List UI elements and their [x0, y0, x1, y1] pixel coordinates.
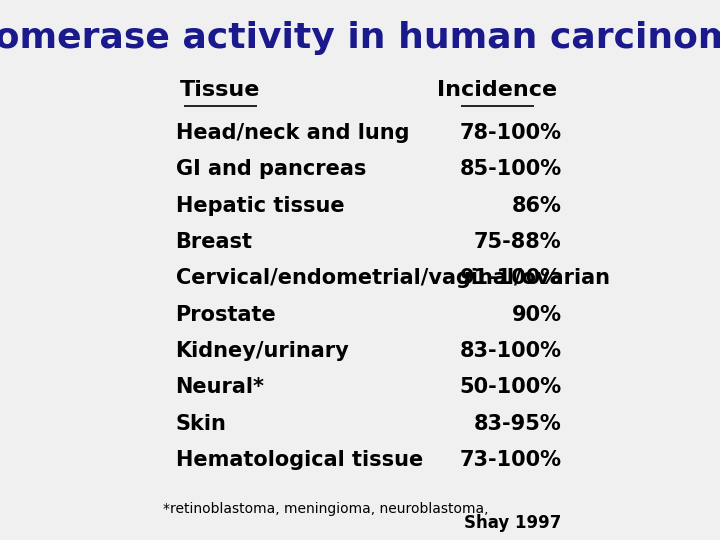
Text: Hepatic tissue: Hepatic tissue [176, 195, 344, 215]
Text: Tissue: Tissue [181, 80, 261, 100]
Text: Cervical/endometrial/vaginal/ovarian: Cervical/endometrial/vaginal/ovarian [176, 268, 610, 288]
Text: 91-100%: 91-100% [459, 268, 562, 288]
Text: 73-100%: 73-100% [459, 450, 562, 470]
Text: Head/neck and lung: Head/neck and lung [176, 123, 409, 143]
Text: *retinoblastoma, meningioma, neuroblastoma,: *retinoblastoma, meningioma, neuroblasto… [163, 502, 488, 516]
Text: GI and pancreas: GI and pancreas [176, 159, 366, 179]
Text: Prostate: Prostate [176, 305, 276, 325]
Text: 86%: 86% [512, 195, 562, 215]
Text: Telomerase activity in human carcinomas: Telomerase activity in human carcinomas [0, 22, 720, 56]
Text: Shay 1997: Shay 1997 [464, 514, 562, 532]
Text: 83-95%: 83-95% [474, 414, 562, 434]
Text: Neural*: Neural* [176, 377, 264, 397]
Text: 90%: 90% [512, 305, 562, 325]
Text: 85-100%: 85-100% [459, 159, 562, 179]
Text: 50-100%: 50-100% [459, 377, 562, 397]
Text: Incidence: Incidence [437, 80, 557, 100]
Text: Breast: Breast [176, 232, 253, 252]
Text: Hematological tissue: Hematological tissue [176, 450, 423, 470]
Text: Skin: Skin [176, 414, 226, 434]
Text: 75-88%: 75-88% [474, 232, 562, 252]
Text: Kidney/urinary: Kidney/urinary [176, 341, 349, 361]
Text: 83-100%: 83-100% [459, 341, 562, 361]
Text: 78-100%: 78-100% [459, 123, 562, 143]
